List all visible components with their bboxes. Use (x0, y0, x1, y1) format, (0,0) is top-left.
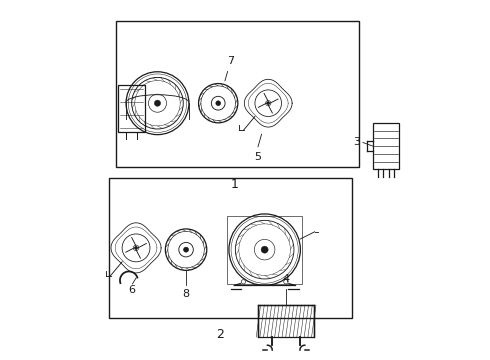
Text: 6: 6 (128, 285, 135, 295)
Circle shape (267, 102, 270, 105)
Bar (227, 216, 302, 284)
Text: 7: 7 (225, 56, 234, 81)
Bar (118, 85, 145, 132)
Text: 5: 5 (254, 152, 261, 162)
Text: 4: 4 (283, 274, 290, 284)
Circle shape (133, 245, 139, 251)
Bar (117, 21, 359, 167)
Bar (109, 178, 352, 318)
Text: 8: 8 (182, 289, 190, 299)
Bar (258, 305, 314, 337)
Circle shape (134, 246, 138, 249)
Circle shape (261, 246, 268, 253)
Circle shape (216, 101, 220, 105)
Bar (373, 123, 399, 169)
Text: 1: 1 (230, 178, 238, 191)
Circle shape (266, 100, 271, 106)
Text: 3: 3 (353, 138, 360, 148)
Circle shape (184, 247, 189, 252)
Text: 2: 2 (216, 328, 224, 341)
Circle shape (154, 100, 161, 106)
